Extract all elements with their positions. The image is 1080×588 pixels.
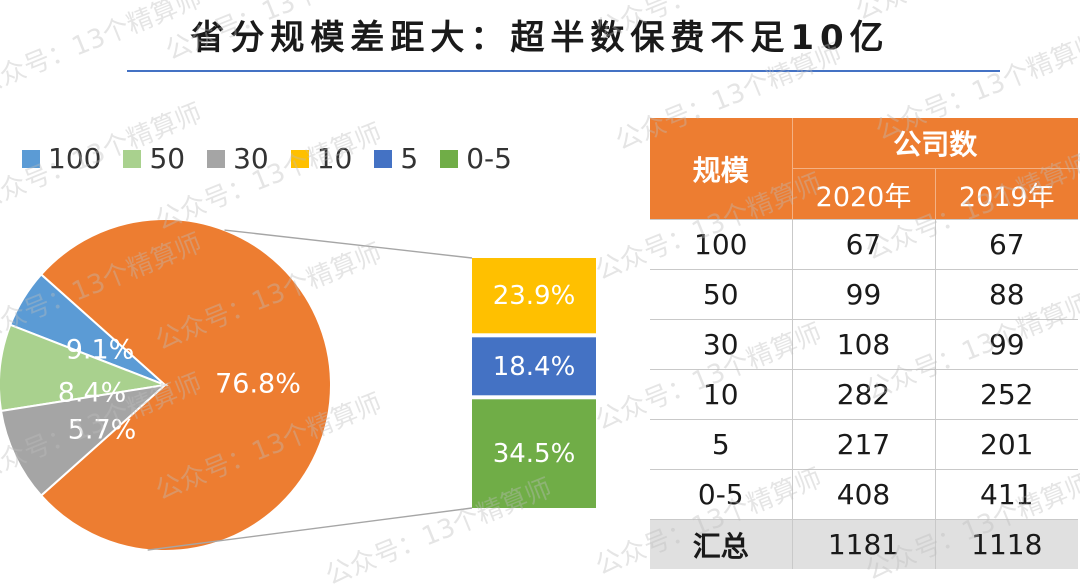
table-total-row: 汇总 1181 1118 bbox=[650, 519, 1079, 569]
pie-slice-other bbox=[39, 218, 332, 552]
table-row: 100 67 67 bbox=[650, 219, 1079, 270]
table-total-cell-y2020: 1181 bbox=[791, 519, 935, 569]
legend-label: 50 bbox=[149, 142, 186, 175]
pie-label-other: 76.8% bbox=[215, 369, 301, 400]
legend-label: 30 bbox=[233, 142, 269, 175]
table-cell-y2019: 67 bbox=[934, 219, 1079, 270]
table-cell-scale: 5 bbox=[650, 419, 792, 470]
pie-label-50: 8.4% bbox=[58, 378, 127, 409]
legend-item: 50 bbox=[123, 142, 185, 175]
table-cell-scale: 10 bbox=[650, 369, 792, 420]
legend-swatch bbox=[290, 149, 309, 168]
legend-item: 0-5 bbox=[440, 142, 512, 175]
breakout-bar-0-5 bbox=[472, 399, 596, 508]
legend-swatch bbox=[22, 149, 40, 168]
table-cell-y2020: 282 bbox=[791, 369, 935, 420]
table-cell-scale: 0-5 bbox=[650, 469, 792, 520]
table-row: 0-5 408 411 bbox=[650, 469, 1079, 520]
table-cell-y2019: 99 bbox=[934, 319, 1079, 370]
table-cell-y2020: 108 bbox=[791, 319, 935, 370]
bar-of-pie-chart: 5.7% 8.4% 9.1% 76.8% 23.9% 18.4% 34.5% bbox=[0, 218, 596, 552]
legend-label: 5 bbox=[400, 142, 419, 175]
table-row: 10 282 252 bbox=[650, 369, 1079, 420]
legend-item: 5 bbox=[374, 142, 418, 175]
table-cell-y2019: 88 bbox=[934, 269, 1079, 320]
pie-label-100: 5.7% bbox=[68, 415, 137, 446]
pie-slice-30 bbox=[0, 383, 169, 497]
title-underline bbox=[127, 70, 1000, 72]
company-count-table-wrap: 规模 公司数 2020年 2019年 100 67 67 50 99 88 30 108 99 1… bbox=[650, 118, 1079, 569]
legend-item: 10 bbox=[290, 142, 353, 175]
company-count-table: 规模 公司数 2020年 2019年 100 67 67 50 99 88 30 108 99 1… bbox=[650, 118, 1079, 569]
table-cell-y2019: 411 bbox=[934, 469, 1079, 520]
legend-label: 10 bbox=[316, 142, 353, 175]
legend-swatch bbox=[440, 149, 459, 168]
header-company-count: 公司数 bbox=[791, 118, 1079, 169]
table-row: 50 99 88 bbox=[650, 269, 1079, 320]
connector-top bbox=[224, 229, 473, 259]
legend-item: 30 bbox=[207, 142, 269, 175]
legend-label: 100 bbox=[48, 142, 102, 175]
table-cell-y2020: 408 bbox=[791, 469, 935, 520]
bar-label-0-5: 34.5% bbox=[493, 439, 576, 469]
header-year-2019: 2019年 bbox=[934, 168, 1079, 220]
table-cell-scale: 50 bbox=[650, 269, 792, 320]
legend-swatch bbox=[374, 149, 393, 168]
header-scale: 规模 bbox=[650, 118, 792, 220]
bar-label-10: 23.9% bbox=[493, 281, 576, 311]
table-row: 5 217 201 bbox=[650, 419, 1079, 470]
table-total-cell-scale: 汇总 bbox=[650, 519, 792, 569]
table-total-cell-y2019: 1118 bbox=[934, 519, 1079, 569]
chart-legend: 100 50 30 10 5 0-5 bbox=[22, 142, 512, 175]
table-cell-scale: 30 bbox=[650, 319, 792, 370]
table-cell-y2019: 252 bbox=[934, 369, 1079, 420]
table-row: 30 108 99 bbox=[650, 319, 1079, 370]
bar-label-5: 18.4% bbox=[493, 352, 576, 382]
legend-swatch bbox=[123, 149, 142, 168]
legend-item: 100 bbox=[22, 142, 101, 175]
breakout-bar-5 bbox=[472, 337, 596, 396]
table-cell-y2019: 201 bbox=[934, 419, 1079, 470]
chart-title: 省分规模差距大：超半数保费不足10亿 bbox=[190, 18, 890, 58]
pie-label-30: 9.1% bbox=[66, 335, 135, 366]
table-cell-y2020: 217 bbox=[791, 419, 935, 470]
header-year-2020: 2020年 bbox=[791, 168, 935, 220]
table-cell-scale: 100 bbox=[650, 219, 792, 270]
legend-swatch bbox=[207, 149, 226, 168]
table-cell-y2020: 99 bbox=[791, 269, 935, 320]
table-cell-y2020: 67 bbox=[791, 219, 935, 270]
breakout-bar-10 bbox=[472, 258, 596, 334]
legend-label: 0-5 bbox=[466, 142, 512, 175]
table-body: 100 67 67 50 99 88 30 108 99 10 282 252 5 217 201 0-5 40… bbox=[650, 219, 1079, 569]
pie-slice-50 bbox=[0, 323, 169, 413]
connector-bottom bbox=[147, 507, 473, 551]
